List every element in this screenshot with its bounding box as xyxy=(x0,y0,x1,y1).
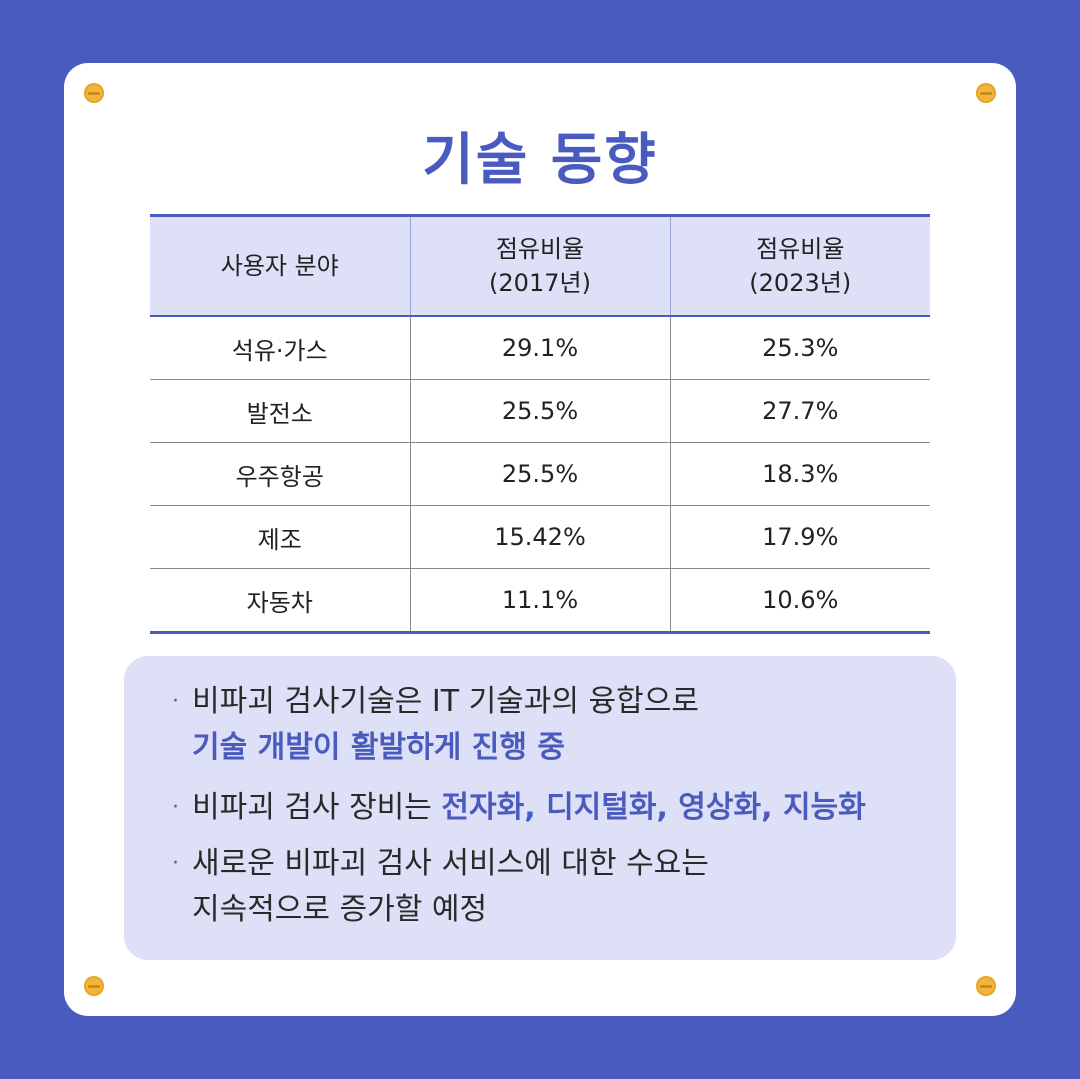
field-cell: 제조 xyxy=(150,505,410,569)
screw-icon xyxy=(84,976,104,996)
note-text: 새로운 비파괴 검사 서비스에 대한 수요는 xyxy=(192,846,709,881)
share-2023-cell: 27.7% xyxy=(669,379,930,443)
header-share-2023: 점유비율 (2023년) xyxy=(669,215,930,317)
share-2017-cell: 11.1% xyxy=(409,568,670,633)
notes-box: · 비파괴 검사기술은 IT 기술과의 융합으로 기술 개발이 활발하게 진행 … xyxy=(124,656,956,960)
note-item: · 새로운 비파괴 검사 서비스에 대한 수요는 지속적으로 증가할 예정 xyxy=(172,841,709,933)
share-2023-cell: 10.6% xyxy=(669,568,930,633)
bullet-icon: · xyxy=(172,795,179,820)
note-line: 비파괴 검사 장비는 전자화, 디지털화, 영상화, 지능화 xyxy=(174,785,866,831)
share-2017-cell: 29.1% xyxy=(409,316,670,380)
share-2017-cell: 25.5% xyxy=(409,379,670,443)
table-row: 제조 15.42% 17.9% xyxy=(150,505,930,569)
note-highlight: 기술 개발이 활발하게 진행 중 xyxy=(192,730,565,765)
field-cell: 우주항공 xyxy=(150,442,410,506)
share-2017-cell: 15.42% xyxy=(409,505,670,569)
market-share-table: 사용자 분야 점유비율 (2017년) 점유비율 (2023년) 석유·가스 2… xyxy=(150,214,930,634)
field-cell: 석유·가스 xyxy=(231,336,328,365)
header-share-2017: 점유비율 (2017년) xyxy=(409,215,670,317)
share-2023-cell: 17.9% xyxy=(669,505,930,569)
table-row: 우주항공 25.5% 18.3% xyxy=(150,442,930,506)
table-row: 발전소 25.5% 27.7% xyxy=(150,379,930,443)
table-header-row: 사용자 분야 점유비율 (2017년) 점유비율 (2023년) xyxy=(150,215,930,317)
screw-icon xyxy=(976,83,996,103)
info-card: 기술 동향 사용자 분야 점유비율 (2017년) 점유비율 (2023년) 석… xyxy=(64,63,1016,1016)
note-text: 비파괴 검사 장비는 xyxy=(192,790,442,825)
share-2023-cell: 25.3% xyxy=(669,316,930,380)
note-item: · 비파괴 검사 장비는 전자화, 디지털화, 영상화, 지능화 xyxy=(172,785,866,831)
note-item: · 비파괴 검사기술은 IT 기술과의 융합으로 기술 개발이 활발하게 진행 … xyxy=(172,679,699,771)
bullet-icon: · xyxy=(172,851,179,876)
share-2017-cell: 25.5% xyxy=(409,442,670,506)
note-text: 비파괴 검사기술은 IT 기술과의 융합으로 xyxy=(192,684,699,719)
field-cell: 자동차 xyxy=(150,568,410,633)
table-row: 자동차 11.1% 10.6% xyxy=(150,568,930,633)
field-cell: 발전소 xyxy=(150,379,410,443)
share-2023-cell: 18.3% xyxy=(669,442,930,506)
header-field: 사용자 분야 xyxy=(150,215,410,317)
screw-icon xyxy=(976,976,996,996)
note-text: 지속적으로 증가할 예정 xyxy=(192,892,488,927)
table-row: 석유·가스 29.1% 25.3% xyxy=(150,316,930,380)
page-title: 기술 동향 xyxy=(422,128,658,193)
bullet-icon: · xyxy=(172,689,179,714)
screw-icon xyxy=(84,83,104,103)
note-highlight: 전자화, 디지털화, 영상화, 지능화 xyxy=(441,790,866,825)
